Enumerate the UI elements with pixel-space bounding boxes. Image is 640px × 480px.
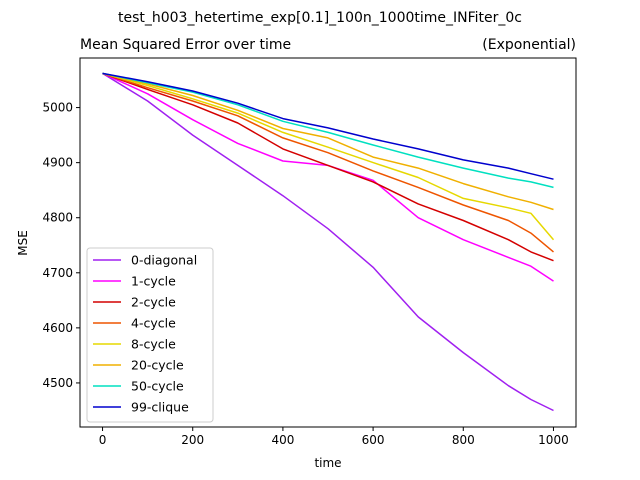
chart-title: Mean Squared Error over time — [80, 37, 291, 53]
x-tick-label: 600 — [362, 433, 385, 447]
legend-label: 0-diagonal — [131, 253, 197, 268]
chart-title-right: (Exponential) — [482, 37, 576, 53]
x-tick-label: 0 — [99, 433, 107, 447]
suptitle: test_h003_hetertime_exp[0.1]_100n_1000ti… — [118, 10, 522, 26]
legend-box — [86, 247, 214, 423]
x-tick-label: 400 — [271, 433, 294, 447]
series-line-1-cycle — [102, 72, 554, 282]
x-tick-label: 800 — [452, 433, 475, 447]
x-axis: 0 200 400 600 800 1000 — [99, 427, 569, 447]
legend-label: 8-cycle — [131, 337, 176, 352]
y-tick-label: 4900 — [42, 156, 73, 170]
x-axis-label: time — [314, 456, 341, 470]
plot-frame — [79, 57, 577, 428]
series-line-2-cycle — [102, 72, 554, 262]
series-line-99-clique — [102, 72, 554, 180]
y-tick-label: 4500 — [42, 376, 73, 390]
legend-label: 20-cycle — [131, 358, 184, 373]
plot-lines — [102, 72, 555, 412]
x-tick-label: 200 — [181, 433, 204, 447]
legend-label: 50-cycle — [131, 379, 184, 394]
y-tick-label: 4700 — [42, 266, 73, 280]
series-line-20-cycle — [102, 72, 554, 211]
series-line-8-cycle — [102, 72, 555, 241]
y-tick-label: 4600 — [42, 321, 73, 335]
legend: 0-diagonal 1-cycle 2-cycle 4-cycle 8-cycle 20… — [86, 247, 214, 423]
y-axis: 4500 4600 4700 4800 4900 5000 — [42, 101, 80, 390]
x-tick-label: 1000 — [538, 433, 569, 447]
y-tick-label: 4800 — [42, 211, 73, 225]
legend-label: 4-cycle — [131, 316, 176, 331]
legend-label: 1-cycle — [131, 274, 176, 289]
legend-label: 99-clique — [131, 400, 189, 415]
y-tick-label: 5000 — [42, 101, 73, 115]
series-line-50-cycle — [102, 72, 554, 189]
y-axis-label: MSE — [16, 230, 30, 256]
series-line-0-diagonal — [102, 72, 554, 412]
series-line-4-cycle — [102, 72, 554, 253]
legend-label: 2-cycle — [131, 295, 176, 310]
